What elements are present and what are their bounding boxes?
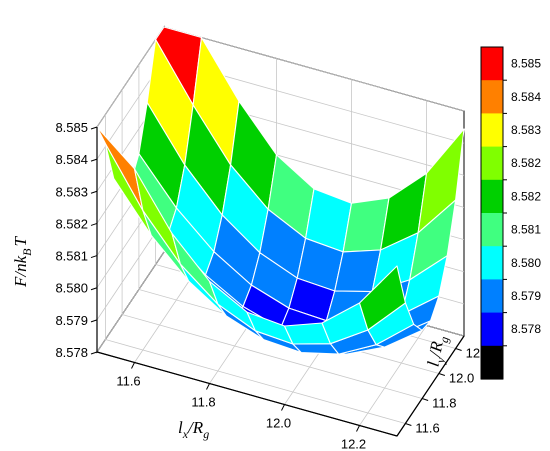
y-tick-mark bbox=[455, 348, 462, 351]
z-axis-label-main: F/nk bbox=[11, 255, 30, 288]
z-tick-label: 8.584 bbox=[55, 152, 88, 167]
x-tick-label: 11.6 bbox=[116, 374, 140, 389]
z-tick-mark bbox=[90, 287, 98, 291]
colorbar-swatch bbox=[481, 80, 503, 114]
y-axis-line bbox=[396, 335, 465, 437]
x-tick-mark bbox=[131, 362, 135, 369]
x-tick-label: 11.8 bbox=[191, 395, 215, 410]
y-axis-label-denom-sub: g bbox=[437, 336, 452, 344]
x-axis-label-sub: x bbox=[182, 427, 189, 441]
colorbar-swatch bbox=[481, 345, 503, 380]
x-axis-line bbox=[96, 351, 398, 437]
y-tick-label: 12.0 bbox=[449, 371, 474, 386]
y-tick-mark bbox=[405, 423, 412, 426]
colorbar-label: 8.580 bbox=[511, 256, 541, 270]
z-tick-mark bbox=[90, 126, 98, 130]
x-axis-label-main: l bbox=[178, 418, 183, 437]
y-tick-label: 11.8 bbox=[432, 396, 456, 411]
z-tick-mark bbox=[90, 190, 98, 194]
z-tick-mark bbox=[90, 351, 98, 355]
z-tick-label: 8.580 bbox=[55, 281, 88, 296]
colorbar-label: 8.581 bbox=[511, 223, 541, 237]
x-tick-mark bbox=[281, 404, 285, 411]
y-axis-label-sub: y bbox=[433, 356, 448, 365]
surface-patch bbox=[358, 265, 406, 331]
x-axis-label-denom: R bbox=[192, 418, 204, 437]
y-tick-label: 11.6 bbox=[415, 421, 439, 436]
y-tick-mark bbox=[421, 398, 429, 401]
colorbar-label: 8.583 bbox=[511, 123, 541, 137]
colorbar-swatch bbox=[481, 312, 503, 347]
colorbar: 8.585 8.584 8.583 8.582 8.582 8.581 8.580 8.579… bbox=[480, 46, 541, 380]
colorbar-swatch bbox=[481, 213, 503, 247]
z-axis-ticks: 8.585 8.584 8.583 8.582 8.581 8.580 8.579 8.578 bbox=[55, 120, 98, 360]
colorbar-swatch bbox=[481, 279, 503, 314]
y-axis-label-sep: / bbox=[425, 348, 445, 359]
colorbar-label: 8.578 bbox=[511, 322, 541, 336]
z-axis-label-tail: T bbox=[11, 235, 30, 246]
z-axis-label-sub: B bbox=[20, 248, 34, 256]
y-axis-label-main: l bbox=[424, 360, 444, 368]
z-tick-label: 8.578 bbox=[55, 345, 88, 360]
x-tick-label: 12.2 bbox=[341, 437, 366, 451]
y-tick-mark bbox=[438, 373, 446, 376]
colorbar-label: 8.582 bbox=[511, 156, 541, 170]
grid-line-y bbox=[105, 114, 406, 424]
x-tick-mark bbox=[356, 425, 360, 432]
colorbar-swatch bbox=[481, 113, 503, 148]
z-tick-mark bbox=[90, 158, 98, 162]
colorbar-label: 8.584 bbox=[511, 90, 541, 104]
colorbar-swatch bbox=[481, 246, 503, 280]
y-axis-label: ly/Rg bbox=[424, 334, 452, 369]
colorbar-swatch bbox=[481, 146, 503, 181]
z-tick-label: 8.579 bbox=[55, 313, 88, 328]
z-tick-label: 8.585 bbox=[55, 120, 88, 135]
chart-box-front bbox=[96, 127, 465, 437]
z-tick-label: 8.583 bbox=[55, 184, 88, 199]
z-tick-label: 8.581 bbox=[55, 249, 88, 264]
x-axis-label-denom-sub: g bbox=[203, 427, 209, 441]
x-axis-label-sep: / bbox=[187, 418, 195, 437]
z-axis-label: F/nkBT bbox=[11, 235, 34, 288]
colorbar-label: 8.579 bbox=[511, 289, 541, 303]
colorbar-label: 8.585 bbox=[511, 57, 541, 71]
y-axis-label-denom: R bbox=[426, 339, 447, 354]
colorbar-label: 8.582 bbox=[511, 189, 541, 203]
x-tick-mark bbox=[206, 383, 210, 390]
colorbar-swatch bbox=[481, 179, 503, 214]
x-tick-label: 12.0 bbox=[266, 416, 291, 431]
z-tick-label: 8.582 bbox=[55, 216, 88, 231]
colorbar-swatch bbox=[481, 47, 503, 81]
x-axis-label: lx/Rg bbox=[178, 418, 209, 441]
z-tick-mark bbox=[90, 255, 98, 259]
surface-mesh bbox=[96, 26, 465, 355]
z-tick-mark bbox=[90, 319, 98, 323]
x-axis-ticks: 11.6 11.8 12.0 12.2 bbox=[116, 362, 366, 451]
z-tick-mark bbox=[90, 222, 98, 226]
